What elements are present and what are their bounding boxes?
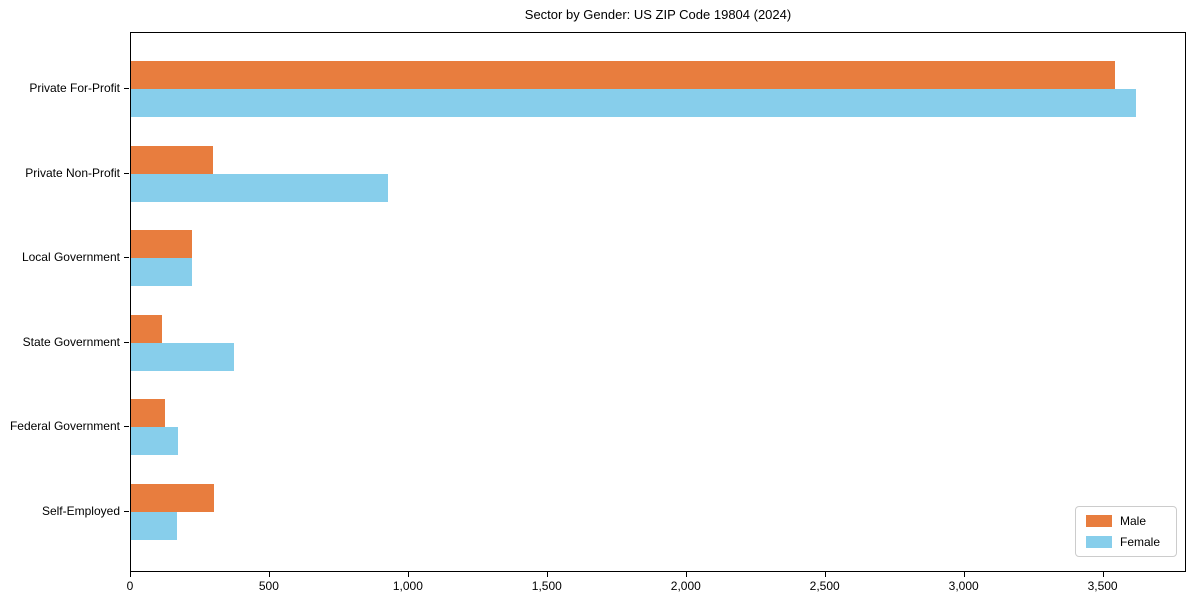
bar-private-for-profit-male [131,61,1115,89]
x-tick-label-3000: 3,000 [948,579,979,593]
y-tick-mark [124,88,129,89]
y-tick-label-state-government: State Government [22,334,120,349]
y-tick-mark [124,257,129,259]
y-tick-label-federal-government: Federal Government [9,419,120,434]
y-tick-label-private-for-profit: Private For-Profit [29,81,120,95]
plot-area: Male Female [130,32,1186,572]
x-tick-mark [130,572,131,577]
x-tick-mark [824,572,826,577]
x-tick-label-0: 0 [126,579,134,593]
y-tick-mark [124,341,129,343]
y-tick-label-private-non-profit: Private Non-Profit [25,165,120,180]
bar-private-for-profit-female [131,89,1136,117]
bar-federal-government-female [131,427,179,456]
bar-self-employed-female [131,512,177,540]
bar-local-government-female [131,258,193,287]
bar-state-government-female [131,342,234,371]
x-tick-label-1000: 1,000 [392,579,423,593]
x-tick-mark [407,572,409,577]
x-tick-label-1500: 1,500 [531,579,562,593]
chart-title: Sector by Gender: US ZIP Code 19804 (202… [524,7,792,22]
x-tick-mark [1102,572,1104,577]
legend-item-male: Male [1085,514,1166,528]
x-tick-label-2500: 2,500 [809,579,840,593]
bar-state-government-male [131,314,163,343]
y-tick-mark [124,172,129,174]
legend: Male Female [1074,506,1177,557]
x-tick-mark [546,572,548,577]
bar-self-employed-male [131,484,215,512]
bar-private-non-profit-female [131,173,389,202]
x-tick-label-500: 500 [258,579,279,593]
y-tick-mark [124,426,129,428]
bar-federal-government-male [131,399,165,428]
x-tick-label-2000: 2,000 [670,579,701,593]
legend-label-male: Male [1119,514,1146,528]
legend-item-female: Female [1085,535,1166,549]
y-tick-mark [124,511,129,512]
x-tick-mark [268,572,270,577]
y-tick-label-local-government: Local Government [21,250,120,265]
bar-local-government-male [131,230,193,259]
x-tick-mark [963,572,965,577]
bar-private-non-profit-male [131,145,213,174]
y-tick-label-self-employed: Self-Employed [41,504,120,518]
legend-swatch-female [1085,536,1112,548]
x-tick-mark [685,572,687,577]
legend-label-female: Female [1119,535,1160,549]
legend-swatch-male [1085,515,1112,527]
x-tick-label-3500: 3,500 [1087,579,1118,593]
